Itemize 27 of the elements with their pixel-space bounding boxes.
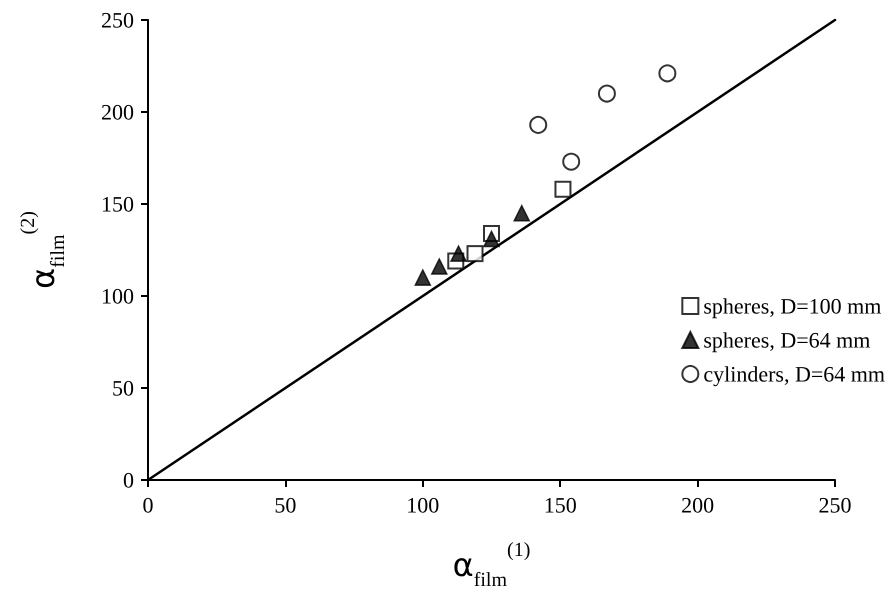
y-tick-label: 100 bbox=[101, 284, 134, 308]
point bbox=[431, 258, 448, 275]
legend-label: spheres, D=64 mm bbox=[703, 328, 870, 352]
y-tick-label: 250 bbox=[101, 8, 134, 32]
x-tick-label: 150 bbox=[544, 492, 577, 518]
point bbox=[414, 269, 432, 286]
x-tick-label: 250 bbox=[818, 492, 852, 518]
y-tick-label: 150 bbox=[101, 192, 134, 216]
y-tick-label: 50 bbox=[112, 376, 134, 400]
y-axis-title: αfilm(2) bbox=[17, 211, 69, 289]
legend-label: cylinders, D=64 mm bbox=[703, 362, 886, 386]
x-tick-label: 200 bbox=[681, 492, 714, 518]
point bbox=[529, 116, 548, 134]
point bbox=[554, 180, 572, 198]
x-tick-label: 0 bbox=[142, 492, 154, 518]
point bbox=[658, 64, 676, 82]
point bbox=[562, 152, 580, 171]
point bbox=[598, 84, 616, 103]
x-tick-label: 50 bbox=[274, 492, 296, 518]
point bbox=[450, 245, 467, 262]
y-tick-label: 0 bbox=[123, 468, 134, 492]
point bbox=[483, 230, 500, 248]
y-tick-label: 200 bbox=[101, 100, 134, 124]
point bbox=[466, 245, 484, 262]
point bbox=[513, 204, 530, 222]
legend-label: spheres, D=100 mm bbox=[703, 294, 882, 318]
x-tick-label: 100 bbox=[406, 492, 440, 518]
